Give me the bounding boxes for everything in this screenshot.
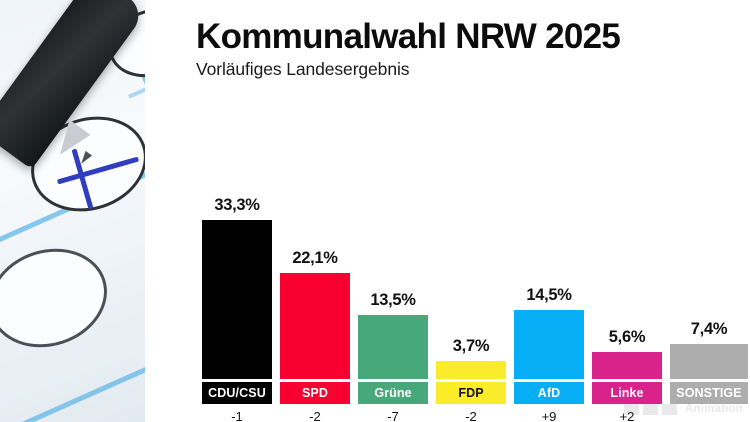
- bar-rect: [358, 314, 428, 379]
- bar-delta-label: +2: [619, 409, 635, 422]
- bar-value-label: 14,5%: [526, 285, 572, 304]
- bar-column: 5,6% Linke +2: [592, 150, 662, 422]
- watermark-label: Animation: [684, 403, 743, 415]
- bar-party-label: Linke: [592, 382, 662, 404]
- bar-rect: [202, 220, 272, 379]
- header: Kommunalwahl NRW 2025 Vorläufiges Landes…: [196, 18, 736, 80]
- photo-right-edge: [145, 0, 148, 422]
- watermark-logo-box-t: [642, 403, 658, 415]
- ballot-paper-photo: [0, 0, 148, 422]
- bar-party-label: SONSTIGE: [670, 382, 748, 404]
- watermark-logo-box-r: [623, 403, 639, 415]
- page-subtitle: Vorläufiges Landesergebnis: [196, 58, 410, 79]
- broadcaster-watermark: Animation: [623, 403, 743, 415]
- bar-column: 7,4% SONSTIGE: [670, 150, 748, 422]
- bar-column: 22,1% SPD -2: [280, 150, 350, 422]
- bar-rect: [592, 352, 662, 379]
- bar-party-label: Grüne: [358, 382, 428, 404]
- page-title: Kommunalwahl NRW 2025: [196, 17, 621, 56]
- bar-column: 13,5% Grüne -7: [358, 150, 428, 422]
- bar-rect: [514, 309, 584, 379]
- bar-party-label: CDU/CSU: [202, 382, 272, 404]
- bar-value-label: 22,1%: [292, 249, 338, 268]
- watermark-logo-box-l: [661, 403, 677, 415]
- bar-value-label: 3,7%: [452, 337, 490, 356]
- bar-column: 3,7% FDP -2: [436, 150, 506, 422]
- bar-value-label: 33,3%: [214, 196, 260, 214]
- bar-column: 14,5% AfD +9: [514, 150, 584, 422]
- bar-delta-label: -2: [309, 409, 321, 422]
- bar-delta-label: +9: [541, 409, 557, 422]
- bar-value-label: 7,4%: [690, 319, 728, 338]
- bar-party-label: AfD: [514, 382, 584, 404]
- bar-delta-label: -1: [231, 409, 243, 422]
- bar-party-label: FDP: [436, 382, 506, 404]
- bar-delta-label: -2: [465, 409, 477, 422]
- bar-party-label: SPD: [280, 382, 350, 404]
- bar-value-label: 13,5%: [370, 290, 416, 309]
- bar-rect: [436, 361, 506, 379]
- bar-column: 33,3% CDU/CSU -1: [202, 150, 272, 422]
- bar-value-label: 5,6%: [608, 328, 646, 347]
- bar-rect: [280, 273, 350, 379]
- bar-delta-label: -7: [387, 409, 399, 422]
- election-result-bar-chart: 33,3% CDU/CSU -1 22,1% SPD -2 13,5% Grüne -7 3,7%…: [202, 150, 750, 422]
- bar-rect: [670, 343, 748, 379]
